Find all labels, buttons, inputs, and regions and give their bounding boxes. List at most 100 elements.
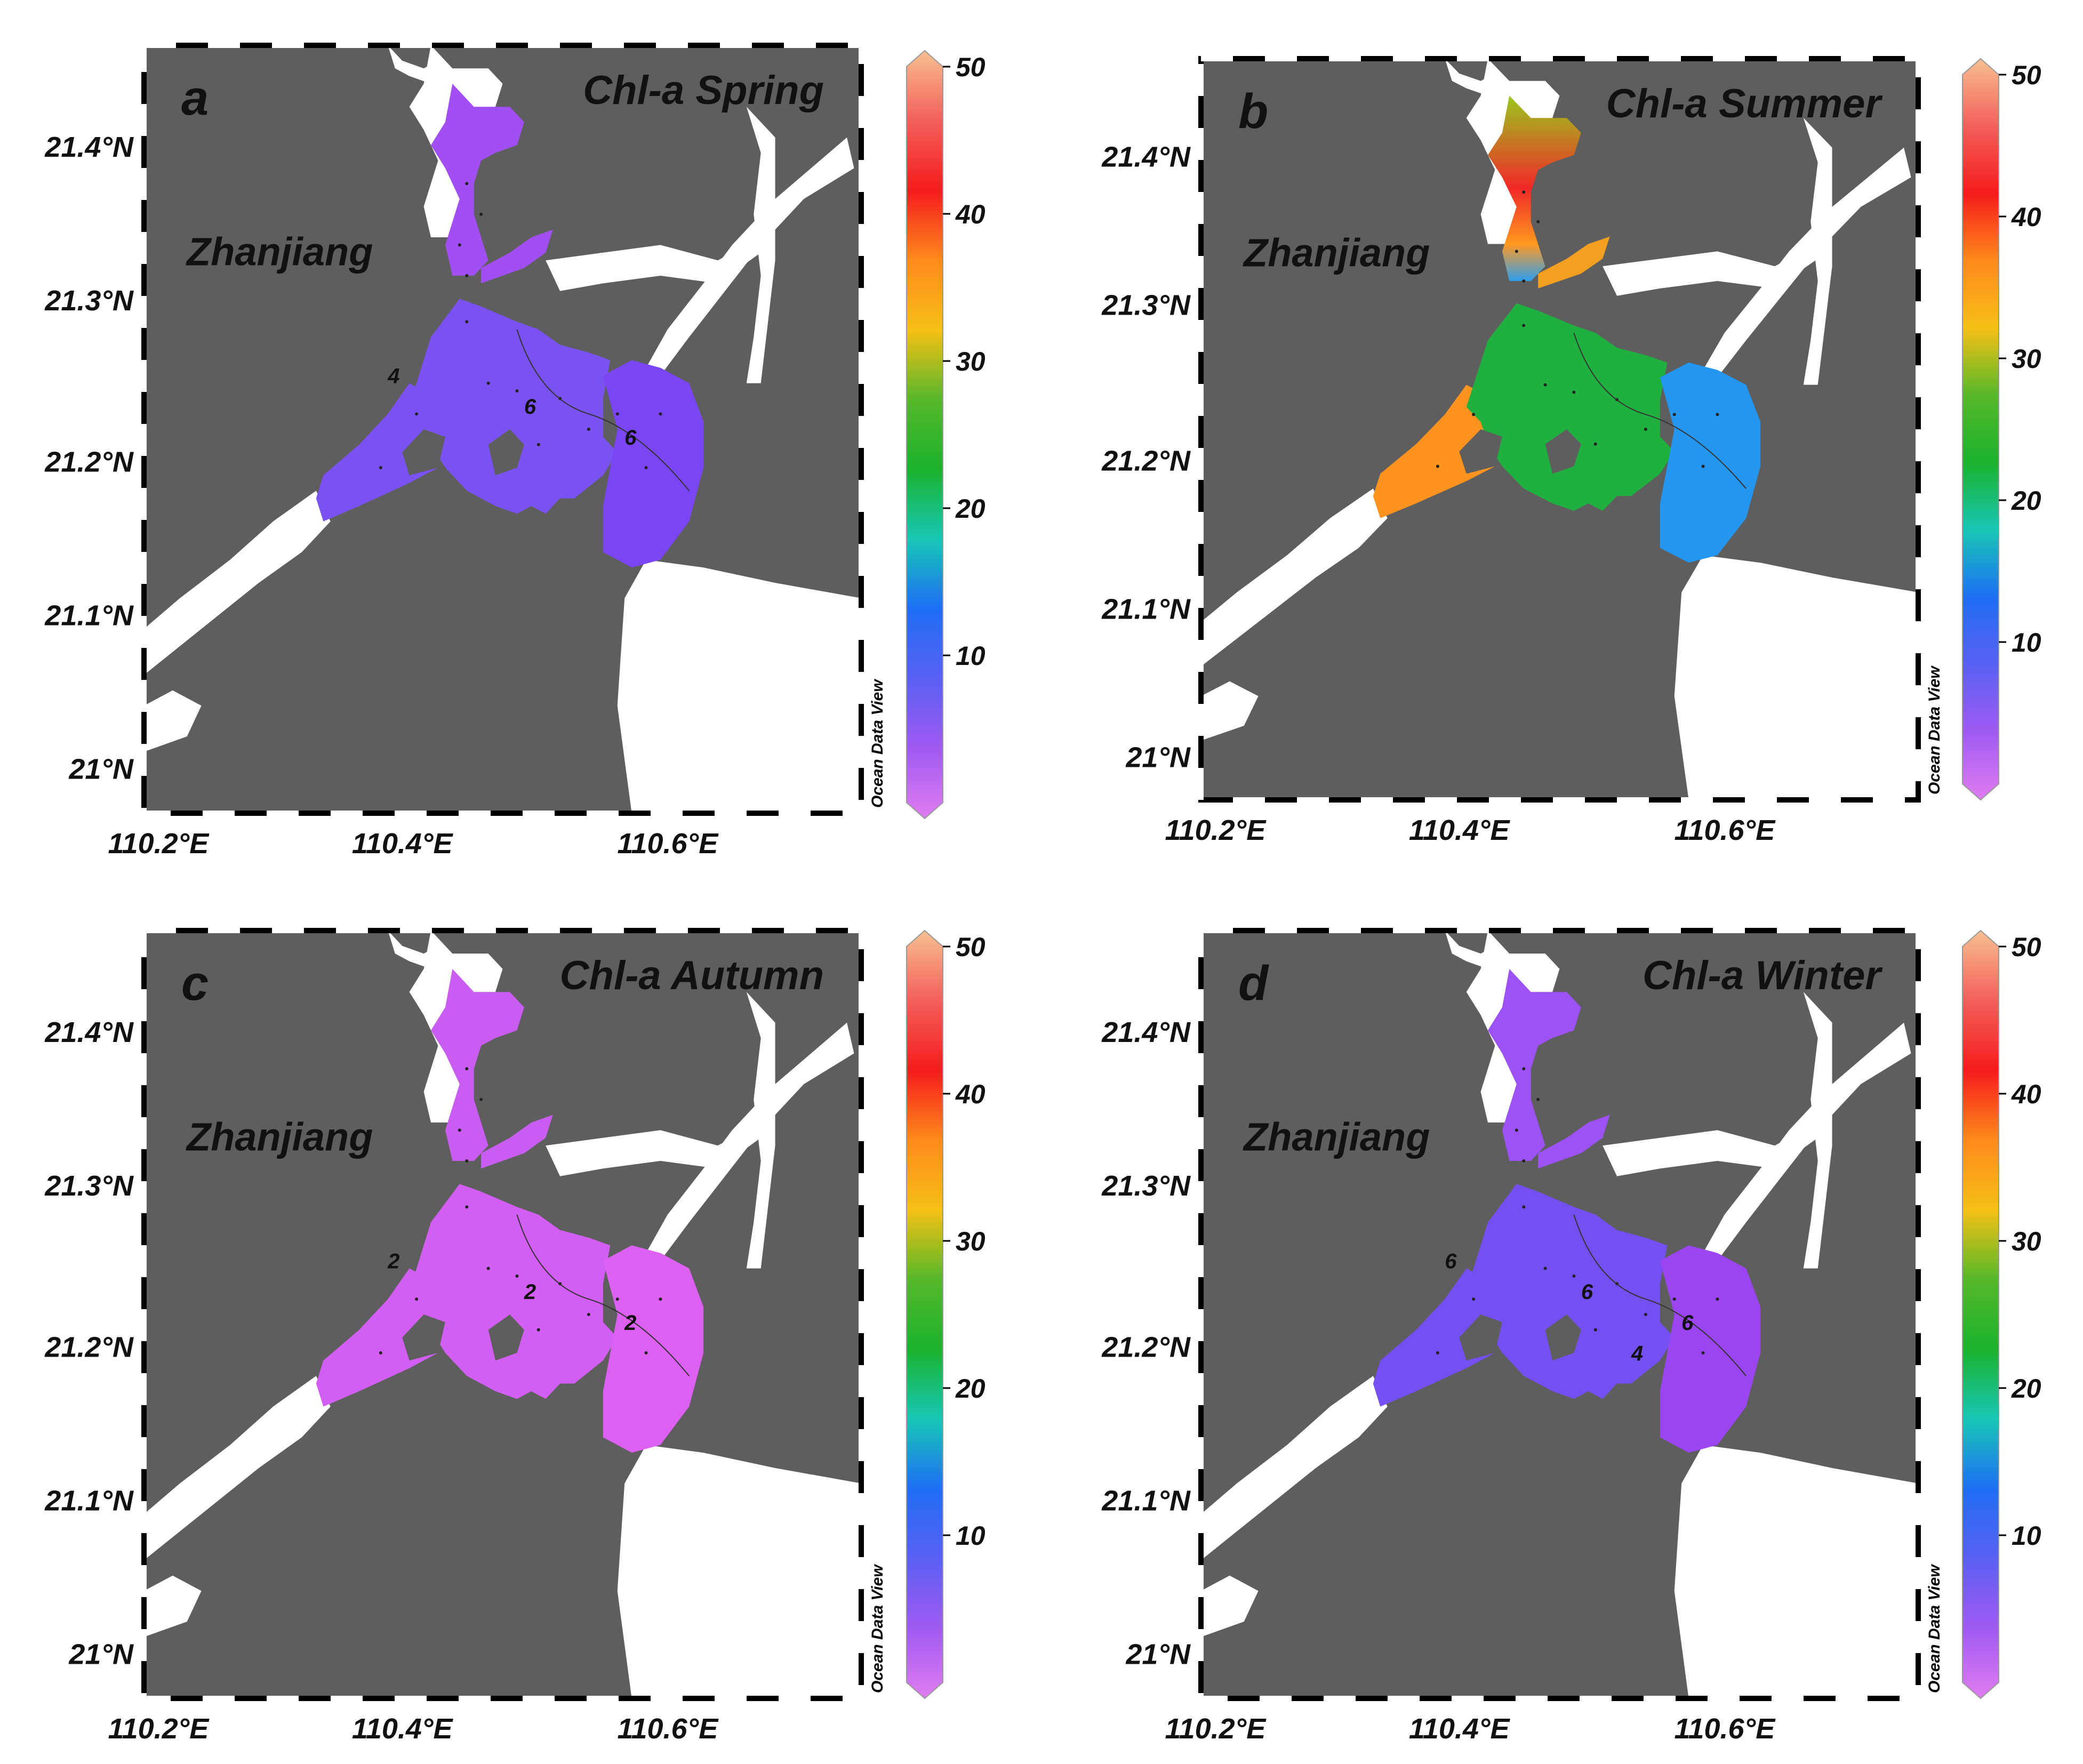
sample-station xyxy=(1593,442,1597,446)
island xyxy=(402,429,445,476)
colorbar-tick-label: 40 xyxy=(2011,1079,2041,1109)
city-label: Zhanjiang xyxy=(1243,230,1430,275)
sample-station xyxy=(465,320,469,324)
peninsula xyxy=(488,429,524,476)
panel-letter: c xyxy=(181,956,209,1011)
river-channel xyxy=(1803,118,1832,385)
y-tick-label: 21.1°N xyxy=(44,600,134,632)
chla-field-outer xyxy=(603,360,704,568)
sample-station xyxy=(1644,1313,1647,1316)
colorbar-tick-label: 50 xyxy=(2012,932,2041,962)
contour-line xyxy=(1573,1214,1746,1376)
colorbar: 10 20 30 40 50 xyxy=(1962,58,2041,801)
sample-station xyxy=(1522,324,1526,327)
contour-label: 2 xyxy=(624,1311,636,1335)
chla-field-west xyxy=(1373,1268,1495,1407)
chla-field-bay xyxy=(409,299,618,514)
chla-field-outer xyxy=(603,1245,704,1453)
colorbar-tick-label: 20 xyxy=(2011,486,2041,516)
panel-title: Chl-a Winter xyxy=(1643,953,1883,998)
sample-station xyxy=(486,381,490,385)
sample-station xyxy=(515,1274,519,1278)
sample-station xyxy=(515,389,519,392)
open-water xyxy=(1674,555,1918,800)
map-frame-ticks xyxy=(141,43,864,816)
sample-station xyxy=(1522,1159,1526,1162)
city-label: Zhanjiang xyxy=(1243,1114,1430,1159)
chla-field-tributary xyxy=(1538,236,1610,288)
x-tick-label: 110.6°E xyxy=(617,1713,719,1745)
y-tick-label: 21.2°N xyxy=(1101,1332,1191,1364)
colorbar: 10 20 30 40 50 xyxy=(1962,929,2041,1699)
y-tick-label: 21.1°N xyxy=(1101,594,1191,626)
sample-station xyxy=(1701,464,1705,468)
sample-station xyxy=(536,1328,540,1332)
open-water xyxy=(1674,1445,1918,1698)
chla-field-bay xyxy=(1466,1184,1675,1399)
x-tick-label: 110.2°E xyxy=(1165,814,1267,846)
chla-field-tributary xyxy=(481,229,553,284)
credit-text: Ocean Data View xyxy=(869,1564,886,1693)
sample-station xyxy=(1644,428,1647,431)
contour-label: 2 xyxy=(524,1280,536,1304)
sample-station xyxy=(1543,1266,1547,1270)
panel-letter: d xyxy=(1238,956,1269,1011)
sample-station xyxy=(465,274,469,277)
x-tick-label: 110.2°E xyxy=(1165,1713,1267,1745)
colorbar-tick-label: 30 xyxy=(2012,344,2041,374)
panel-b: b Chl-a Summer Zhanjiang 21°N 21.1°N 21.2°N 21… xyxy=(1101,56,2041,846)
y-tick-label: 21.2°N xyxy=(44,446,134,478)
colorbar-tick-label: 40 xyxy=(955,1079,986,1109)
peninsula xyxy=(488,1314,524,1361)
chla-field-bay xyxy=(1466,303,1675,511)
map-area xyxy=(1201,59,1918,800)
upper-channel xyxy=(409,931,503,1122)
peninsula xyxy=(1545,1314,1581,1361)
x-tick-label: 110.2°E xyxy=(108,1713,210,1745)
river-channel xyxy=(1201,1376,1388,1560)
x-tick-label: 110.4°E xyxy=(352,828,454,860)
sample-station xyxy=(644,466,648,469)
sample-station xyxy=(1572,1274,1576,1278)
sample-station xyxy=(1522,1067,1526,1071)
colorbar-tick-label: 30 xyxy=(2012,1226,2041,1256)
y-tick-label: 21.4°N xyxy=(1101,141,1191,173)
sample-station xyxy=(379,466,382,469)
y-tick-label: 21.1°N xyxy=(1101,1485,1191,1517)
sample-station xyxy=(1536,220,1540,223)
river-channel xyxy=(144,1575,202,1637)
panel-title: Chl-a Autumn xyxy=(560,953,824,998)
sample-station xyxy=(458,243,461,247)
river-channel xyxy=(546,237,761,291)
x-tick-label: 110.6°E xyxy=(1674,814,1776,846)
sample-station xyxy=(1472,413,1476,416)
chla-field-tributary xyxy=(481,1114,553,1169)
x-tick-label: 110.2°E xyxy=(108,828,210,860)
sample-station xyxy=(1572,390,1576,394)
sample-station xyxy=(536,443,540,446)
panel-letter: b xyxy=(1238,84,1268,139)
sample-station xyxy=(1701,1351,1705,1354)
sample-station xyxy=(465,182,469,186)
chla-field-west xyxy=(1373,384,1495,518)
sample-station xyxy=(1522,279,1526,283)
island xyxy=(1459,429,1502,474)
y-tick-label: 21.4°N xyxy=(44,1016,134,1048)
island xyxy=(402,1314,445,1361)
island xyxy=(1459,1314,1502,1361)
river-channel xyxy=(1603,244,1818,296)
contour-label: 4 xyxy=(1631,1342,1643,1365)
contour-label: 2 xyxy=(387,1250,399,1273)
sample-station xyxy=(379,1351,382,1354)
contour-line xyxy=(516,1214,690,1376)
y-tick-label: 21.3°N xyxy=(1101,1170,1191,1202)
sample-station xyxy=(1536,1097,1540,1101)
sample-station xyxy=(465,1205,469,1209)
contour-label: 6 xyxy=(524,395,536,419)
sample-station xyxy=(1672,1297,1676,1301)
sample-station xyxy=(615,1297,619,1301)
map-frame-ticks xyxy=(1198,928,1921,1701)
upper-channel xyxy=(1466,931,1560,1122)
city-label: Zhanjiang xyxy=(186,1114,373,1159)
